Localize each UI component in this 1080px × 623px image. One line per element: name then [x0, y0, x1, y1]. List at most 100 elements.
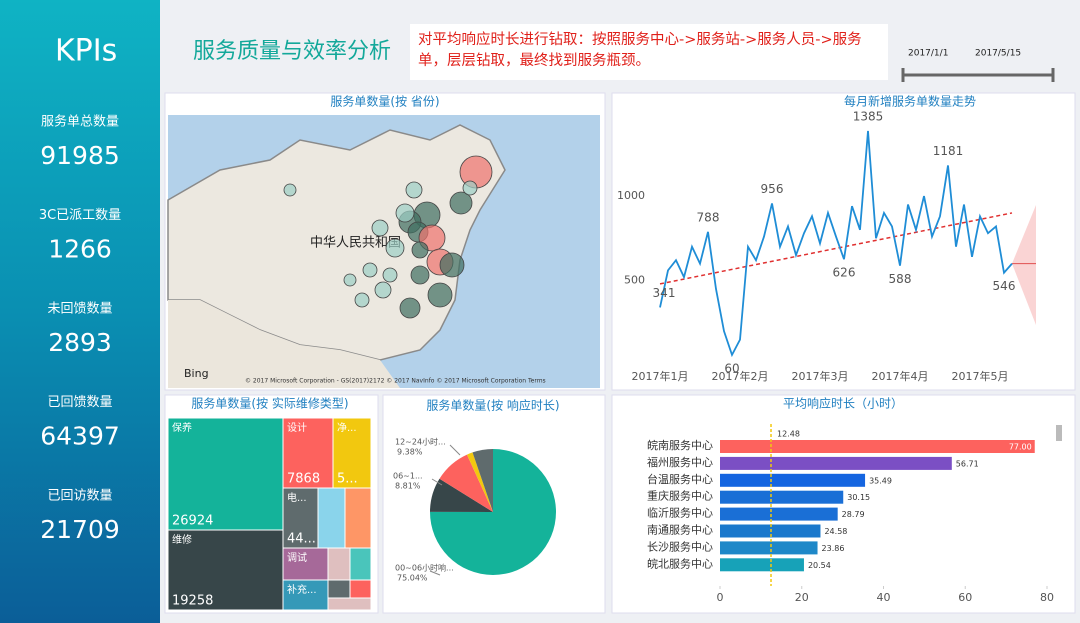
data-label: 1385	[853, 109, 884, 123]
treemap-label: 维修	[172, 533, 192, 546]
timeline-end: 2017/5/15	[975, 49, 1021, 59]
data-label: 341	[653, 286, 676, 300]
treemap-label: 补充...	[287, 583, 317, 596]
panel	[611, 92, 1076, 391]
data-label: 788	[697, 210, 720, 224]
data-label: 588	[889, 272, 912, 286]
bubble	[395, 203, 415, 223]
x-tick-label: 2017年3月	[792, 369, 849, 383]
data-label: 28.79	[842, 510, 865, 519]
treemap-cell	[282, 487, 319, 549]
annotation-box	[410, 24, 888, 80]
pie-label: 12~24小时...	[395, 437, 446, 447]
pie-slice	[430, 478, 493, 512]
leader-line	[429, 570, 441, 576]
y-tick-label: 重庆服务中心	[647, 489, 713, 503]
bubble	[449, 191, 473, 215]
bubble	[382, 267, 398, 283]
treemap-cell	[344, 487, 372, 549]
bubble	[385, 238, 405, 258]
kpi-value: 1266	[48, 235, 112, 264]
treemap-value: 44...	[287, 532, 316, 547]
pie-label: 06~1...	[393, 472, 423, 481]
bubble	[410, 265, 430, 285]
treemap-label: 保养	[172, 421, 192, 434]
data-label: 23.86	[822, 544, 845, 553]
y-tick-label: 皖南服务中心	[647, 438, 713, 452]
timeline-start: 2017/1/1	[908, 49, 948, 59]
bubble	[405, 181, 423, 199]
bubble	[462, 180, 478, 196]
x-tick-label: 0	[717, 591, 724, 604]
data-label: 546	[993, 279, 1016, 293]
treemap-cell	[327, 597, 372, 611]
pie-slice	[472, 449, 493, 512]
bar	[720, 440, 1035, 453]
panel	[611, 394, 1076, 614]
data-label: 60	[724, 361, 739, 375]
chart-title: 服务单数量(按 响应时长)	[426, 398, 559, 413]
leader-line	[449, 444, 461, 456]
map-provider: Bing	[184, 367, 209, 380]
pie-slice	[439, 454, 493, 512]
treemap-value: 26924	[172, 514, 213, 529]
data-label: 30.15	[847, 493, 870, 502]
pie-value: 9.38%	[397, 448, 423, 457]
treemap-cell	[327, 579, 351, 599]
pie-value: 75.04%	[397, 574, 428, 583]
bubble	[411, 241, 429, 259]
treemap-cell	[282, 579, 329, 611]
map-copyright: © 2017 Microsoft Corporation - GS(2017)2…	[245, 378, 546, 385]
line	[659, 130, 1013, 358]
data-label: 35.49	[869, 476, 892, 485]
y-tick-label: 福州服务中心	[647, 455, 713, 469]
bar	[720, 490, 844, 504]
treemap-cell	[317, 487, 346, 549]
x-tick-label: 20	[795, 591, 809, 604]
kpi-value: 91985	[40, 141, 120, 170]
y-tick-label: 南通服务中心	[647, 524, 713, 537]
scrollbar[interactable]	[1056, 425, 1062, 441]
bar	[720, 473, 866, 487]
chart-title: 服务单数量(按 省份)	[330, 94, 439, 109]
pie-value: 8.81%	[395, 482, 421, 491]
annotation: 对平均响应时长进行钻取：按照服务中心->服务站->服务人员->服务单，层层钻取，…	[418, 32, 862, 69]
pie-label: 00~06小时响...	[395, 563, 454, 573]
data-label: 77.00	[1009, 443, 1032, 452]
chart-title: 每月新增服务单数量走势	[844, 94, 976, 109]
data-label: 626	[833, 266, 856, 280]
bar	[720, 456, 952, 470]
data-label: 20.54	[808, 561, 831, 570]
map-land	[168, 300, 400, 388]
bubble	[343, 273, 357, 287]
trend-line	[659, 212, 1013, 285]
treemap-value: 19258	[172, 594, 213, 609]
x-tick-label: 40	[877, 591, 891, 604]
y-tick-label: 500	[624, 274, 645, 287]
kpi-value: 21709	[40, 515, 120, 544]
treemap-cell	[349, 579, 372, 599]
pie-slice	[430, 449, 557, 576]
x-tick-label: 60	[958, 591, 972, 604]
y-tick-label: 台温服务中心	[647, 472, 713, 486]
bubble	[354, 292, 370, 308]
y-tick-label: 临沂服务中心	[647, 506, 713, 520]
bubble	[439, 252, 465, 278]
map-country: 中华人民共和国	[310, 236, 401, 251]
y-tick-label: 长沙服务中心	[647, 540, 713, 553]
kpi-value: 2893	[48, 328, 112, 357]
forecast-band	[1012, 205, 1036, 325]
treemap-cell	[332, 417, 372, 489]
treemap-value: 7868	[287, 472, 320, 487]
kpi-label: 已回馈数量	[47, 395, 112, 410]
y-tick-label: 皖北服务中心	[647, 556, 713, 570]
reference-label: 12.48	[777, 430, 800, 439]
bar	[720, 558, 804, 572]
data-label: 1181	[933, 144, 964, 158]
treemap-cell	[349, 547, 372, 581]
pie-slice	[467, 452, 493, 512]
y-tick-label: 1000	[617, 189, 645, 202]
treemap-label: 调试	[287, 551, 307, 564]
